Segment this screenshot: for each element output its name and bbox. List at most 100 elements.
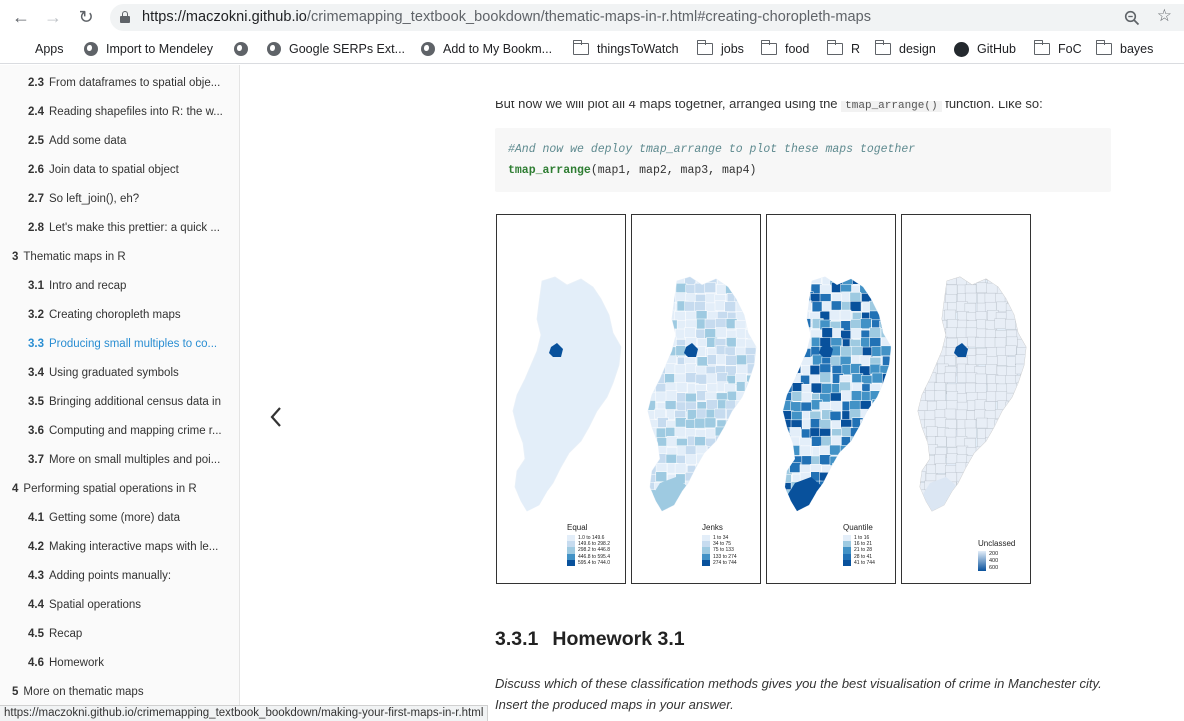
toc-item-label: Homework bbox=[49, 657, 104, 669]
folder-icon bbox=[1033, 40, 1050, 55]
bookmark-label: Import to Mendeley bbox=[106, 42, 213, 56]
legend-swatch bbox=[843, 553, 851, 560]
globe-icon bbox=[267, 42, 281, 56]
choropleth-map-unclassed bbox=[917, 276, 1027, 512]
bookmark-apps[interactable]: Apps bbox=[14, 40, 64, 58]
legend-title: Quantile bbox=[843, 523, 873, 532]
map-panel-quantile: Quantile 1 to 16 16 to 21 21 to 28 28 to 41 4… bbox=[766, 214, 896, 584]
bookmark-r[interactable]: R bbox=[826, 40, 861, 58]
legend-label: 298.2 to 446.8 bbox=[578, 547, 610, 554]
toc-item-label: Bringing additional census data in bbox=[49, 396, 221, 408]
bookmark-import-to-mendeley[interactable]: Import to Mendeley bbox=[84, 40, 213, 58]
toc-item-3-2[interactable]: 3.2 Creating choropleth maps bbox=[0, 305, 230, 325]
intro-text: But now we will plot all 4 maps together… bbox=[495, 96, 838, 111]
toc-item-2-7[interactable]: 2.7 So left_join(), eh? bbox=[0, 189, 230, 209]
section-heading: 3.3.1 Homework 3.1 bbox=[495, 628, 685, 651]
legend-row: 21 to 28 bbox=[843, 547, 875, 554]
bookmark-label: thingsToWatch bbox=[597, 42, 679, 56]
toc-item-number: 4.6 bbox=[28, 657, 44, 669]
bookmark-label: R bbox=[851, 42, 861, 56]
toc-item-2-3[interactable]: 2.3 From dataframes to spatial obje... bbox=[0, 73, 230, 93]
toc-item-number: 3.1 bbox=[28, 280, 44, 292]
toc-item-3[interactable]: 3 Thematic maps in R bbox=[0, 247, 230, 267]
toc-item-2-4[interactable]: 2.4 Reading shapefiles into R: the w... bbox=[0, 102, 230, 122]
reload-icon[interactable]: ↻ bbox=[78, 7, 94, 27]
toc-item-3-3[interactable]: 3.3 Producing small multiples to co... bbox=[0, 334, 230, 354]
toc-item-number: 4.4 bbox=[28, 599, 44, 611]
bookmark-add-to-my-bookm[interactable]: Add to My Bookm... bbox=[421, 40, 552, 58]
toc-item-4-4[interactable]: 4.4 Spatial operations bbox=[0, 595, 230, 615]
toc-item-label: Recap bbox=[49, 628, 83, 640]
url-path: /crimemapping_textbook_bookdown/thematic… bbox=[306, 9, 872, 25]
toc-item-4-1[interactable]: 4.1 Getting some (more) data bbox=[0, 508, 230, 528]
choropleth-map-equal bbox=[512, 276, 622, 512]
bookmark-github[interactable]: GitHub bbox=[954, 40, 1016, 58]
github-icon bbox=[954, 41, 969, 57]
toc-item-3-6[interactable]: 3.6 Computing and mapping crime r... bbox=[0, 421, 230, 441]
toc-item-label: More on thematic maps bbox=[23, 686, 144, 698]
toc-item-label: Making interactive maps with le... bbox=[49, 541, 219, 553]
legend-label: 16 to 21 bbox=[854, 541, 873, 548]
bookmark-food[interactable]: food bbox=[760, 40, 809, 58]
legend-row: 1 to 16 bbox=[843, 535, 875, 542]
address-bar[interactable]: https://maczokni.github.io/crimemapping_… bbox=[110, 4, 1184, 31]
legend-swatch bbox=[567, 553, 575, 560]
url-text[interactable]: https://maczokni.github.io/crimemapping_… bbox=[142, 9, 871, 25]
legend-swatch bbox=[843, 547, 851, 554]
toc-item-number: 3.3 bbox=[28, 338, 44, 350]
toc-item-4-2[interactable]: 4.2 Making interactive maps with le... bbox=[0, 537, 230, 557]
legend-tick: 600 bbox=[989, 565, 999, 571]
globe-icon bbox=[421, 42, 435, 56]
choropleth-map-jenks bbox=[647, 276, 757, 512]
legend-label: 274 to 744 bbox=[713, 559, 737, 566]
forward-arrow-icon[interactable]: → bbox=[44, 7, 62, 27]
legend-row: 149.6 to 298.2 bbox=[567, 541, 610, 548]
toc-item-label: Add some data bbox=[49, 135, 127, 147]
bookmark-google-serps-ext[interactable]: Google SERPs Ext... bbox=[267, 40, 405, 58]
toc-item-2-6[interactable]: 2.6 Join data to spatial object bbox=[0, 160, 230, 180]
bookmark-jobs[interactable]: jobs bbox=[696, 40, 744, 58]
legend-label: 28 to 41 bbox=[854, 553, 873, 560]
legend-label: 595.4 to 744.0 bbox=[578, 559, 610, 566]
map-panel-equal: Equal 1.0 to 149.6 149.6 to 298.2 298.2 to … bbox=[496, 214, 626, 584]
back-arrow-icon[interactable]: ← bbox=[12, 7, 30, 27]
toc-item-4-5[interactable]: 4.5 Recap bbox=[0, 624, 230, 644]
toc-item-2-5[interactable]: 2.5 Add some data bbox=[0, 131, 230, 151]
legend-label: 34 to 75 bbox=[713, 541, 732, 548]
legend-row: 1.0 to 149.6 bbox=[567, 535, 610, 542]
bookmark-untitled[interactable] bbox=[234, 40, 248, 58]
toc-item-5[interactable]: 5 More on thematic maps bbox=[0, 682, 230, 702]
bookmark-thingstowatch[interactable]: thingsToWatch bbox=[572, 40, 679, 58]
toc-item-3-7[interactable]: 3.7 More on small multiples and poi... bbox=[0, 450, 230, 470]
code-function: tmap_arrange bbox=[508, 164, 591, 177]
legend-row: 75 to 133 bbox=[702, 547, 737, 554]
legend-swatch bbox=[843, 535, 851, 542]
bookmark-design[interactable]: design bbox=[874, 40, 936, 58]
toc-item-4-6[interactable]: 4.6 Homework bbox=[0, 653, 230, 673]
toc-item-3-1[interactable]: 3.1 Intro and recap bbox=[0, 276, 230, 296]
toc-item-4[interactable]: 4 Performing spatial operations in R bbox=[0, 479, 230, 499]
globe-icon bbox=[84, 42, 98, 56]
legend-title: Jenks bbox=[702, 523, 723, 532]
legend-swatch bbox=[567, 547, 575, 554]
legend-row: 274 to 744 bbox=[702, 559, 737, 566]
legend-label: 21 to 28 bbox=[854, 547, 873, 554]
inline-code: tmap_arrange() bbox=[841, 101, 942, 112]
toc-item-3-4[interactable]: 3.4 Using graduated symbols bbox=[0, 363, 230, 383]
legend-swatch bbox=[843, 559, 851, 566]
zoom-icon[interactable] bbox=[1124, 10, 1140, 26]
toc-item-3-5[interactable]: 3.5 Bringing additional census data in bbox=[0, 392, 230, 412]
bookmark-bayes[interactable]: bayes bbox=[1095, 40, 1153, 58]
code-block[interactable]: #And now we deploy tmap_arrange to plot … bbox=[495, 128, 1111, 192]
toc-item-number: 4 bbox=[12, 483, 19, 495]
bookmark-star-icon[interactable]: ☆ bbox=[1156, 6, 1172, 25]
toc-item-2-8[interactable]: 2.8 Let's make this prettier: a quick ... bbox=[0, 218, 230, 238]
legend-label: 1 to 16 bbox=[854, 535, 870, 542]
toc-item-number: 2.4 bbox=[28, 106, 44, 118]
bookmark-foc[interactable]: FoC bbox=[1033, 40, 1082, 58]
code-line: tmap_arrange(map1, map2, map3, map4) bbox=[508, 164, 756, 177]
toc-item-4-3[interactable]: 4.3 Adding points manually: bbox=[0, 566, 230, 586]
previous-page-chevron-icon[interactable] bbox=[266, 402, 286, 432]
homework-paragraph: Discuss which of these classification me… bbox=[495, 676, 1102, 712]
bookmarks-bar: Apps Import to Mendeley Google SERPs Ext..… bbox=[0, 35, 1184, 64]
